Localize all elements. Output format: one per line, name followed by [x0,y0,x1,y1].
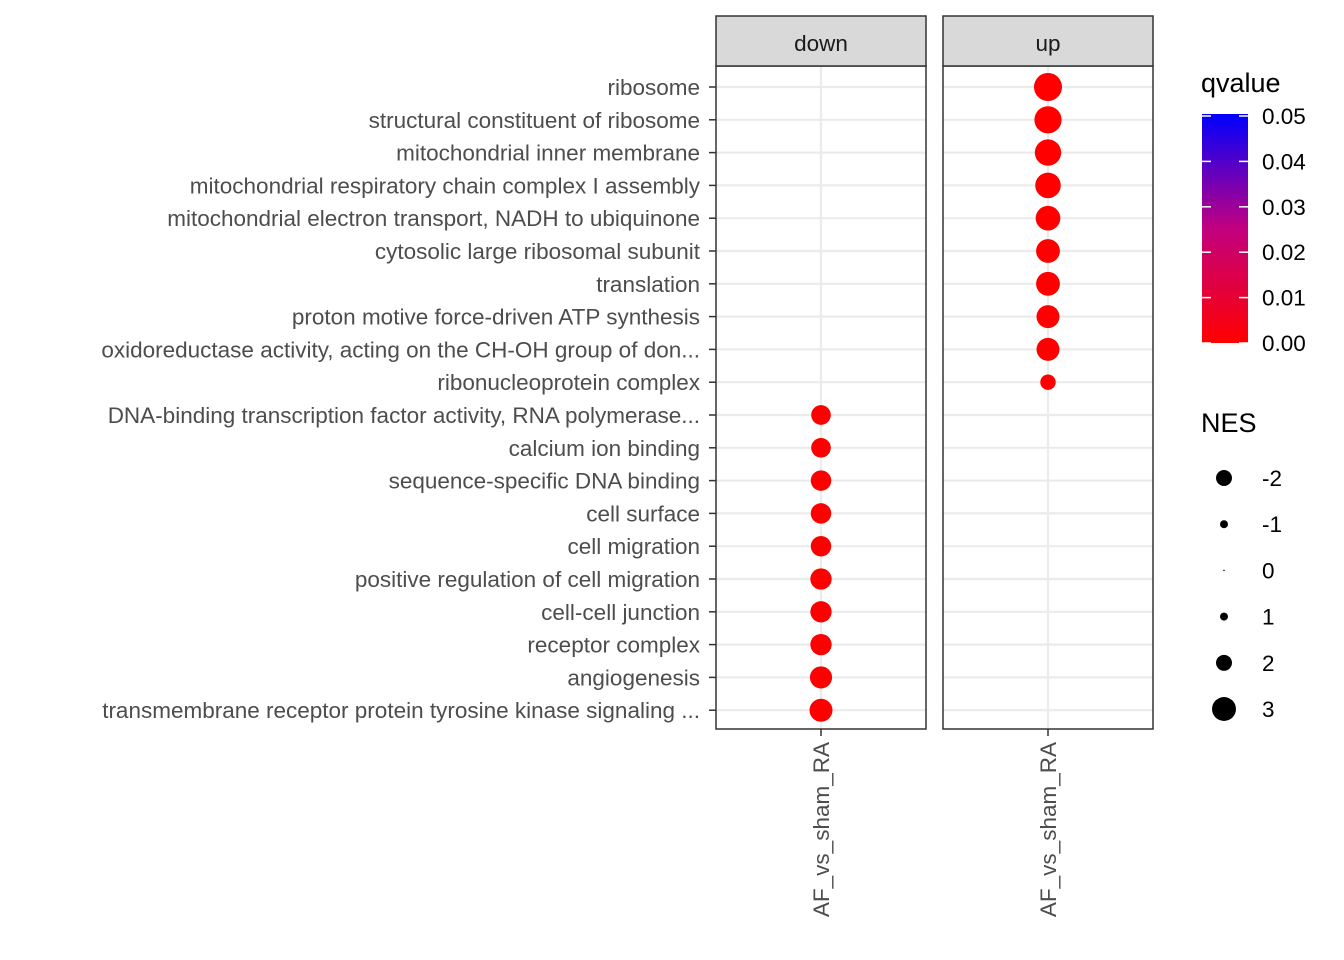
data-point [810,503,832,524]
y-tick-label: mitochondrial respiratory chain complex … [190,173,701,198]
data-point [1035,205,1061,231]
data-point [1033,72,1063,102]
nes-legend-key [1223,569,1225,572]
y-tick-label: ribonucleoprotein complex [437,370,700,395]
qvalue-colorbar [1202,114,1248,343]
nes-legend-keys: -2 -1 0 1 2 3 [1212,466,1282,722]
data-point [810,568,832,590]
y-tick-label: translation [596,272,700,297]
nes-legend-label: -2 [1262,466,1282,491]
y-tick-label: angiogenesis [567,665,700,690]
nes-legend-key [1216,654,1232,671]
qvalue-ticks: 0.05 0.04 0.03 0.02 0.01 0.00 [1202,104,1306,356]
y-tick-label: DNA-binding transcription factor activit… [108,403,700,428]
strip-up [942,15,1154,67]
data-point [810,470,832,491]
strip-label-up: up [1035,31,1060,56]
y-tick-label: sequence-specific DNA binding [389,469,700,494]
y-tick-label: calcium ion binding [509,436,700,461]
nes-legend-key [1216,470,1232,486]
y-tick-label: cell-cell junction [541,600,700,625]
panel-up-grid [943,66,1153,729]
colorbar-tick-label: 0.00 [1262,331,1306,356]
y-tick-label: receptor complex [527,633,700,658]
data-point [809,666,833,689]
panel-up-points [1033,72,1063,390]
data-point [1034,106,1062,134]
nes-legend-label: -1 [1262,512,1282,537]
nes-legend-label: 0 [1262,558,1275,583]
strip-down [715,15,927,67]
data-point [1036,337,1060,361]
data-point [1040,374,1056,390]
data-point [811,437,831,458]
panel-down: down [715,15,927,730]
y-tick-label: structural constituent of ribosome [369,108,700,133]
y-tick-label: cell migration [567,534,700,559]
x-tick-label-down: AF_vs_sham_RA [809,742,834,917]
nes-legend-title: NES [1201,408,1257,438]
y-axis: ribosome structural constituent of riboso… [101,75,716,723]
nes-legend-key [1220,612,1228,621]
x-axis: AF_vs_sham_RA AF_vs_sham_RA [809,729,1061,917]
strip-label-down: down [794,31,848,56]
data-point [1034,139,1062,166]
nes-legend-label: 1 [1262,605,1275,630]
qvalue-legend: qvalue 0.05 0.04 0.03 0.02 0.01 0.00 [1201,68,1306,356]
data-point [1036,305,1060,329]
data-point [1036,271,1060,296]
data-point [809,698,833,722]
nes-legend-key [1212,697,1236,721]
y-tick-label: mitochondrial electron transport, NADH t… [167,206,700,231]
colorbar-tick-label: 0.02 [1262,240,1306,265]
data-point [810,601,832,623]
nes-legend-label: 2 [1262,651,1275,676]
data-point [1036,239,1060,263]
y-tick-label: cytosolic large ribosomal subunit [375,239,701,264]
y-tick-label: cell surface [586,501,700,526]
y-tick-label: positive regulation of cell migration [355,567,700,592]
data-point [810,535,832,557]
colorbar-tick-label: 0.05 [1262,104,1306,129]
nes-legend-key [1220,520,1228,529]
y-tick-label: proton motive force-driven ATP synthesis [292,305,700,330]
panel-down-points [809,405,833,722]
y-tick-label: oxidoreductase activity, acting on the C… [101,337,700,362]
y-tick-label: transmembrane receptor protein tyrosine … [102,698,700,723]
qvalue-legend-title: qvalue [1201,68,1281,98]
x-tick-label-up: AF_vs_sham_RA [1036,742,1061,917]
y-tick-label: ribosome [607,75,700,100]
y-tick-label: mitochondrial inner membrane [396,141,700,166]
colorbar-tick-label: 0.03 [1262,195,1306,220]
data-point [810,633,832,656]
panel-up: up [942,15,1154,730]
colorbar-tick-label: 0.04 [1262,149,1306,174]
data-point [811,405,831,425]
data-point [1035,172,1061,199]
colorbar-tick-label: 0.01 [1262,286,1306,311]
nes-legend: NES -2 -1 0 1 2 3 [1201,408,1282,722]
nes-legend-label: 3 [1262,697,1275,722]
